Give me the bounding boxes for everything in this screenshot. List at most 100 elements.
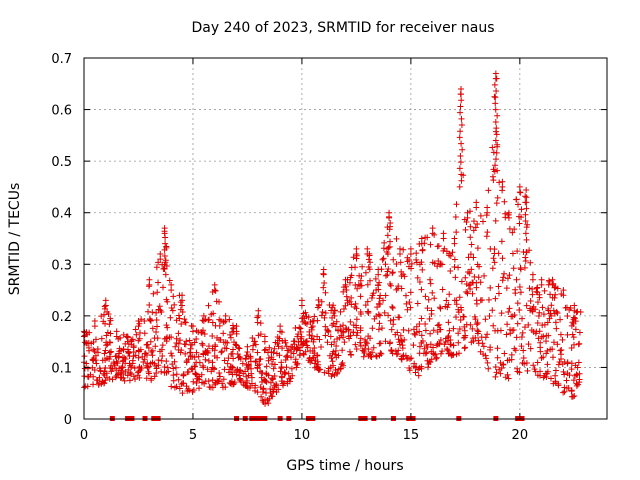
data-point	[132, 326, 139, 333]
data-point	[220, 330, 227, 337]
data-point	[548, 302, 555, 309]
data-point	[458, 115, 465, 122]
data-point	[492, 162, 499, 169]
data-point	[253, 358, 260, 365]
data-point	[376, 300, 383, 307]
data-point	[354, 329, 361, 336]
data-point	[541, 287, 548, 294]
data-point	[395, 314, 402, 321]
data-point	[440, 235, 447, 242]
data-point	[462, 274, 469, 281]
data-point	[570, 377, 577, 384]
data-point	[453, 351, 460, 358]
data-point	[491, 168, 498, 175]
data-point	[463, 288, 470, 295]
data-point	[416, 343, 423, 350]
data-point	[494, 112, 501, 119]
data-point	[331, 351, 338, 358]
data-point	[475, 328, 482, 335]
data-point	[447, 267, 454, 274]
data-point	[332, 323, 339, 330]
data-point	[353, 322, 360, 329]
data-point	[498, 238, 505, 245]
data-point	[529, 291, 536, 298]
data-point	[355, 281, 362, 288]
data-point	[268, 360, 275, 367]
data-point	[343, 293, 350, 300]
data-point	[395, 347, 402, 354]
data-point	[368, 295, 375, 302]
data-point	[554, 310, 561, 317]
data-point	[386, 226, 393, 233]
data-point	[117, 347, 124, 354]
data-point	[508, 313, 515, 320]
data-point	[98, 335, 105, 342]
data-point	[485, 365, 492, 372]
data-point	[470, 254, 477, 261]
data-point	[357, 342, 364, 349]
data-point	[265, 355, 272, 362]
data-point	[193, 380, 200, 387]
data-point	[168, 350, 175, 357]
data-point	[189, 328, 196, 335]
data-point	[106, 355, 113, 362]
data-point	[157, 256, 164, 263]
data-point	[381, 309, 388, 316]
data-point	[503, 285, 510, 292]
data-point	[292, 325, 299, 332]
data-point	[375, 266, 382, 273]
data-point	[216, 298, 223, 305]
data-point	[425, 364, 432, 371]
data-point	[128, 371, 135, 378]
data-point	[543, 338, 550, 345]
data-point	[320, 266, 327, 273]
data-point	[219, 380, 226, 387]
data-point	[487, 344, 494, 351]
data-point	[423, 342, 430, 349]
data-point	[446, 350, 453, 357]
data-point	[244, 377, 251, 384]
data-point	[484, 359, 491, 366]
data-point	[205, 357, 212, 364]
data-point	[524, 367, 531, 374]
data-point	[209, 364, 216, 371]
data-point	[299, 318, 306, 325]
data-point	[475, 340, 482, 347]
data-point	[338, 361, 345, 368]
data-point	[552, 284, 559, 291]
data-point	[325, 327, 332, 334]
data-point	[163, 243, 170, 250]
data-point	[359, 263, 366, 270]
data-point	[236, 376, 243, 383]
data-point	[188, 365, 195, 372]
data-point	[214, 334, 221, 341]
data-point	[518, 206, 525, 213]
data-point	[523, 224, 530, 231]
data-point	[314, 304, 321, 311]
data-point	[407, 250, 414, 257]
data-point	[380, 297, 387, 304]
data-point	[152, 343, 159, 350]
data-point	[443, 248, 450, 255]
data-point	[198, 329, 205, 336]
data-point	[505, 309, 512, 316]
data-point	[515, 201, 522, 208]
data-point	[462, 344, 469, 351]
data-point	[260, 385, 267, 392]
data-point	[544, 319, 551, 326]
data-point	[550, 280, 557, 287]
data-point	[534, 299, 541, 306]
data-point	[273, 389, 280, 396]
data-point	[95, 349, 102, 356]
data-point	[211, 287, 218, 294]
data-point	[568, 388, 575, 395]
data-point	[411, 360, 418, 367]
data-point	[261, 333, 268, 340]
data-point	[410, 326, 417, 333]
data-point	[179, 292, 186, 299]
data-point	[170, 293, 177, 300]
data-point	[198, 329, 205, 336]
data-point	[464, 290, 471, 297]
data-point	[424, 357, 431, 364]
data-point	[516, 220, 523, 227]
